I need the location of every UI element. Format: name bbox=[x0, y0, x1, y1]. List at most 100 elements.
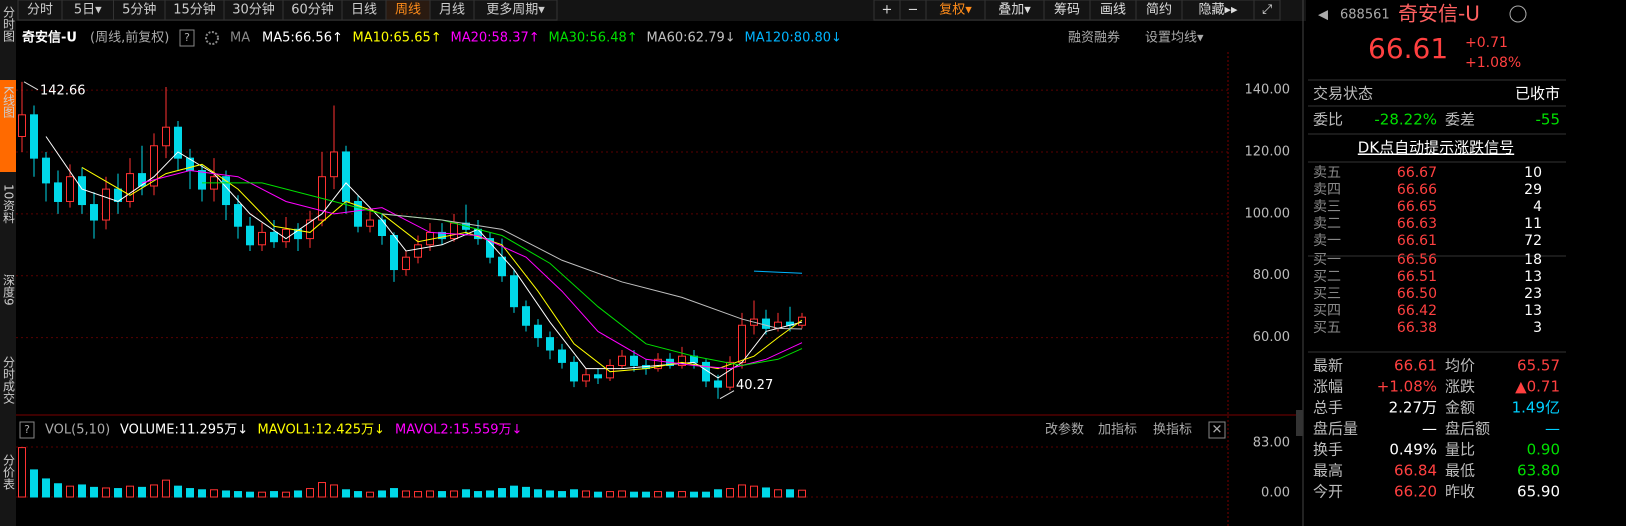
volume-bar bbox=[294, 490, 302, 498]
candle-body bbox=[582, 374, 590, 382]
quote-label: 总手 bbox=[1313, 399, 1343, 417]
quote-price: 66.61 bbox=[1368, 32, 1448, 65]
info-link[interactable]: 融资融券 bbox=[1068, 30, 1120, 46]
side-tab[interactable]: K线图 bbox=[2, 86, 16, 118]
side-tab[interactable]: 分价表 bbox=[2, 454, 16, 490]
book-label: 卖二 bbox=[1313, 216, 1341, 232]
tool[interactable]: 画线 bbox=[1100, 3, 1126, 18]
candle-body bbox=[18, 114, 26, 137]
help-box[interactable] bbox=[179, 29, 195, 47]
quote-value: 66.20 bbox=[1394, 483, 1437, 501]
tab[interactable]: 更多周期▾ bbox=[486, 2, 545, 18]
tool-box[interactable] bbox=[1253, 0, 1281, 21]
volume-link[interactable]: 加指标 bbox=[1098, 423, 1137, 438]
nav-prev[interactable]: ◀ bbox=[1318, 8, 1328, 23]
tool[interactable]: 筹码 bbox=[1054, 2, 1080, 18]
ma-line bbox=[381, 213, 803, 330]
candle-body bbox=[138, 173, 146, 187]
help[interactable]: ? bbox=[24, 423, 30, 436]
volume-bar bbox=[198, 489, 206, 498]
candle-body bbox=[726, 361, 734, 388]
quote-value: 63.80 bbox=[1517, 462, 1560, 480]
volume-bar bbox=[726, 488, 734, 498]
candle-body bbox=[762, 318, 770, 329]
candle-body bbox=[186, 157, 194, 172]
volume-bar bbox=[798, 489, 806, 498]
tab[interactable]: 5分钟 bbox=[122, 2, 156, 18]
signal-link[interactable]: DK点自动提示涨跌信号 bbox=[1358, 139, 1514, 157]
quote-value: — bbox=[1545, 420, 1560, 438]
volume-link[interactable]: 改参数 bbox=[1045, 422, 1084, 438]
tab[interactable]: 分时 bbox=[27, 3, 53, 18]
tool[interactable]: 复权▾ bbox=[939, 2, 972, 18]
collapse-handle[interactable] bbox=[1296, 410, 1303, 436]
volume-bar bbox=[186, 488, 194, 498]
volume-bar bbox=[426, 490, 434, 498]
volume-bar bbox=[378, 490, 386, 498]
volume-legend: MAVOL2:15.559万↓ bbox=[395, 423, 522, 438]
tab[interactable]: 60分钟 bbox=[291, 2, 334, 18]
tab[interactable]: 30分钟 bbox=[232, 2, 275, 18]
tool[interactable]: 隐藏▸▸ bbox=[1198, 3, 1238, 18]
book-price: 66.65 bbox=[1397, 199, 1437, 215]
volume-bar bbox=[318, 482, 326, 498]
info-link[interactable]: 设置均线▾ bbox=[1145, 31, 1204, 46]
volume-bar bbox=[606, 491, 614, 498]
volume-bar bbox=[690, 491, 698, 498]
quote-value: -28.22% bbox=[1374, 111, 1437, 129]
candle-body bbox=[234, 204, 242, 227]
ma-line bbox=[141, 170, 803, 370]
quote-value: -55 bbox=[1536, 111, 1561, 129]
info-icon[interactable] bbox=[1509, 5, 1527, 23]
book-price: 66.56 bbox=[1397, 252, 1437, 268]
tab[interactable]: 5日▾ bbox=[74, 3, 102, 18]
tool[interactable]: 叠加▾ bbox=[998, 3, 1031, 18]
book-price: 66.67 bbox=[1397, 165, 1437, 181]
side-tab[interactable]: 10资料 bbox=[2, 184, 16, 223]
volume-bar bbox=[474, 491, 482, 498]
volume-bar bbox=[90, 486, 98, 498]
volume-bar bbox=[594, 491, 602, 498]
tab[interactable]: 日线 bbox=[351, 3, 377, 18]
candle-body bbox=[162, 126, 170, 147]
book-price: 66.51 bbox=[1397, 269, 1437, 285]
volume-link[interactable]: ✕ bbox=[1212, 423, 1223, 438]
candle-body bbox=[294, 228, 302, 240]
tab-box[interactable] bbox=[473, 0, 558, 21]
candle-body bbox=[282, 228, 290, 243]
volume-link[interactable]: 换指标 bbox=[1153, 423, 1192, 438]
book-price: 66.50 bbox=[1397, 286, 1437, 302]
candle-body bbox=[270, 231, 278, 243]
side-tab[interactable]: 深度9 bbox=[2, 274, 16, 306]
quote-value: 65.57 bbox=[1517, 357, 1560, 375]
volume-bar bbox=[582, 490, 590, 498]
volume-bar bbox=[102, 487, 110, 498]
volume-title: VOL(5,10) bbox=[45, 423, 110, 438]
close-box[interactable] bbox=[1208, 421, 1226, 439]
help[interactable]: ? bbox=[184, 31, 190, 44]
tool[interactable]: ⤢ bbox=[1262, 3, 1272, 18]
volume-bar bbox=[498, 488, 506, 498]
quote-label: 盘后量 bbox=[1313, 420, 1358, 438]
gear-icon[interactable] bbox=[205, 31, 219, 45]
candle-body bbox=[246, 225, 254, 246]
side-tab[interactable]: 分时成交 bbox=[2, 356, 16, 405]
tool[interactable]: 简约 bbox=[1146, 2, 1172, 18]
tab[interactable]: 15分钟 bbox=[173, 2, 216, 18]
tool[interactable]: − bbox=[908, 3, 919, 18]
volume-bar bbox=[174, 485, 182, 498]
volume-bar bbox=[654, 491, 662, 498]
y-tick-label: 83.00 bbox=[1253, 436, 1290, 451]
candle-body bbox=[402, 256, 410, 271]
tab[interactable]: 月线 bbox=[439, 3, 465, 18]
candle-body bbox=[414, 244, 422, 258]
ma-legend: MA5:66.56↑ bbox=[262, 31, 343, 46]
tab[interactable]: 周线 bbox=[395, 3, 421, 18]
tool[interactable]: + bbox=[882, 3, 893, 18]
candle-body bbox=[390, 235, 398, 271]
quote-label: 均价 bbox=[1445, 357, 1475, 375]
y-tick-label: 140.00 bbox=[1245, 83, 1291, 98]
side-tab[interactable]: 分时图 bbox=[2, 6, 16, 42]
help-box[interactable] bbox=[19, 421, 35, 439]
volume-bar bbox=[762, 487, 770, 498]
